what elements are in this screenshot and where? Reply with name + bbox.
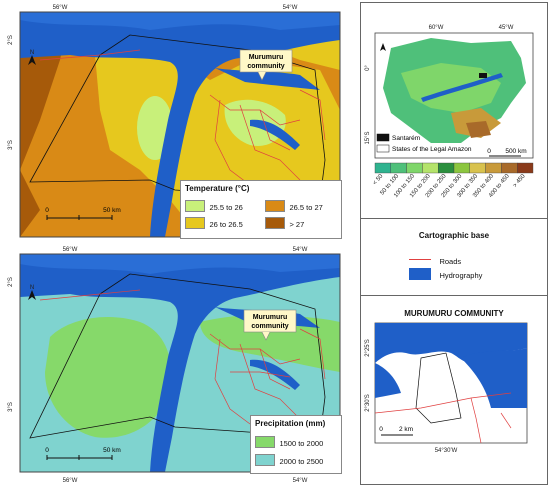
community-lat-2: 2°30'S (365, 394, 371, 412)
murumuru-callout: Murumuru community (243, 309, 297, 341)
cartographic-base-title: Cartographic base (418, 231, 490, 240)
community-lat-1: 2°25'S (365, 339, 371, 357)
santarem-marker (479, 73, 487, 78)
roads (39, 49, 326, 186)
legend-item: 26 to 26.5 (185, 214, 243, 232)
elevation-swatch (469, 162, 486, 174)
lat-label-2s: 2°S (8, 35, 14, 45)
divider (361, 295, 547, 296)
murumuru-callout: Murumuru community (239, 49, 293, 81)
svg-text:Murumuru: Murumuru (253, 314, 288, 321)
legend-item: 2000 to 2500 (255, 451, 323, 469)
north-arrow-icon: N (28, 285, 36, 300)
legend-swatch (255, 453, 275, 466)
elevation-swatch (485, 162, 502, 174)
overview-lat-0: 0° (365, 65, 371, 71)
lat-label-3s: 3°S (8, 140, 14, 150)
overview-lon-60w: 60°W (429, 25, 444, 31)
lat-label-3s: 3°S (8, 402, 14, 412)
svg-text:0: 0 (45, 447, 49, 454)
svg-text:50 km: 50 km (103, 447, 121, 454)
lon-label-54w: 54°W (283, 5, 298, 11)
legend-item: 1500 to 2000 (255, 433, 323, 451)
lon-label-56w: 56°W (63, 247, 78, 253)
svg-text:community: community (247, 63, 284, 70)
elevation-swatch (374, 162, 392, 174)
svg-text:Santarém: Santarém (392, 135, 420, 142)
legend-swatch (185, 199, 205, 212)
roads (374, 392, 512, 444)
divider (361, 218, 547, 219)
svg-text:0: 0 (379, 426, 383, 433)
svg-text:community: community (251, 323, 288, 330)
precipitation-map-panel: 56°W 54°W 56°W 54°W 2°S 3°S N Murumuru c… (0, 242, 358, 487)
temperature-legend-title: Temperature (°C) (185, 184, 250, 193)
north-arrow-icon (380, 43, 386, 51)
precip-zone-1500-2000 (45, 317, 172, 438)
overview-legend: Santarém States of the Legal Amazon (376, 133, 472, 153)
overview-map: 60°W 45°W 0° 15°S 0 500 km Santarém Stat… (365, 25, 534, 199)
svg-text:50 km: 50 km (103, 207, 121, 214)
scale-bar: 0 50 km (45, 447, 121, 460)
elevation-swatch (406, 162, 423, 174)
amazon-river (20, 254, 340, 472)
svg-text:500 km: 500 km (505, 148, 526, 155)
lat-label-2s: 2°S (8, 277, 14, 287)
elevation-swatch (501, 162, 518, 174)
lon-label-54w: 54°W (293, 247, 308, 253)
svg-text:Murumuru: Murumuru (249, 54, 284, 61)
elevation-swatch (422, 162, 439, 174)
elevation-swatch (437, 162, 455, 174)
legend-swatch (265, 199, 285, 212)
temperature-map-panel: 56°W 54°W 2°S 3°S N Murumuru community 0… (0, 0, 358, 240)
overview-scale-bar: 0 500 km (487, 148, 527, 157)
community-lon: 54°30'W (435, 448, 458, 454)
svg-text:2 km: 2 km (399, 426, 413, 433)
amazon-river (20, 12, 340, 237)
svg-text:N: N (30, 285, 34, 291)
temperature-legend: Temperature (°C) 25.5 to 26 26.5 to 27 2… (180, 180, 342, 239)
overview-lon-45w: 45°W (499, 25, 514, 31)
elevation-swatch (516, 162, 534, 174)
lon-label-56w-bottom: 56°W (63, 478, 78, 484)
elevation-label: > 450 (512, 173, 527, 189)
legend-item-hydrography: Hydrography (409, 265, 482, 283)
legend-item: 26.5 to 27 (265, 197, 323, 215)
scale-bar: 0 50 km (45, 207, 121, 220)
legend-swatch (255, 435, 275, 448)
cartographic-base-legend: Cartographic base Roads Hydrography (369, 228, 539, 288)
community-map: 2°25'S 2°30'S 54°30'W 0 2 km (365, 322, 528, 454)
svg-text:0: 0 (45, 207, 49, 214)
elevation-swatch (390, 162, 407, 174)
precipitation-legend: Precipitation (mm) 1500 to 2000 2000 to … (250, 415, 342, 474)
precipitation-legend-title: Precipitation (mm) (255, 419, 326, 428)
community-map-title: MURUMURU COMMUNITY (404, 309, 504, 318)
elevation-label: < 50 (372, 173, 385, 186)
temperature-map: 56°W 54°W 2°S 3°S N Murumuru community 0… (8, 5, 341, 238)
community-boundary (415, 352, 462, 424)
legend-swatch (265, 216, 285, 229)
lon-label-56w: 56°W (53, 5, 68, 11)
north-arrow-icon: N (28, 50, 36, 65)
road-line-icon (409, 259, 431, 261)
legend-swatch (185, 216, 205, 229)
map-frame (19, 253, 341, 473)
legend-item: > 27 (265, 214, 304, 232)
elevation-swatch (453, 162, 471, 174)
svg-text:N: N (30, 50, 34, 56)
lon-label-54w-bottom: 54°W (293, 478, 308, 484)
legend-item-roads: Roads (409, 251, 461, 269)
hydrography-swatch (409, 267, 431, 280)
legend-item: 25.5 to 26 (185, 197, 243, 215)
overview-lat-15s: 15°S (365, 131, 371, 144)
community-scale-bar: 0 2 km (379, 426, 413, 436)
svg-text:0: 0 (487, 148, 491, 155)
roads (39, 289, 326, 425)
svg-text:States of the Legal Amazon: States of the Legal Amazon (392, 146, 472, 153)
right-column: 60°W 45°W 0° 15°S 0 500 km Santarém Stat… (360, 2, 548, 485)
